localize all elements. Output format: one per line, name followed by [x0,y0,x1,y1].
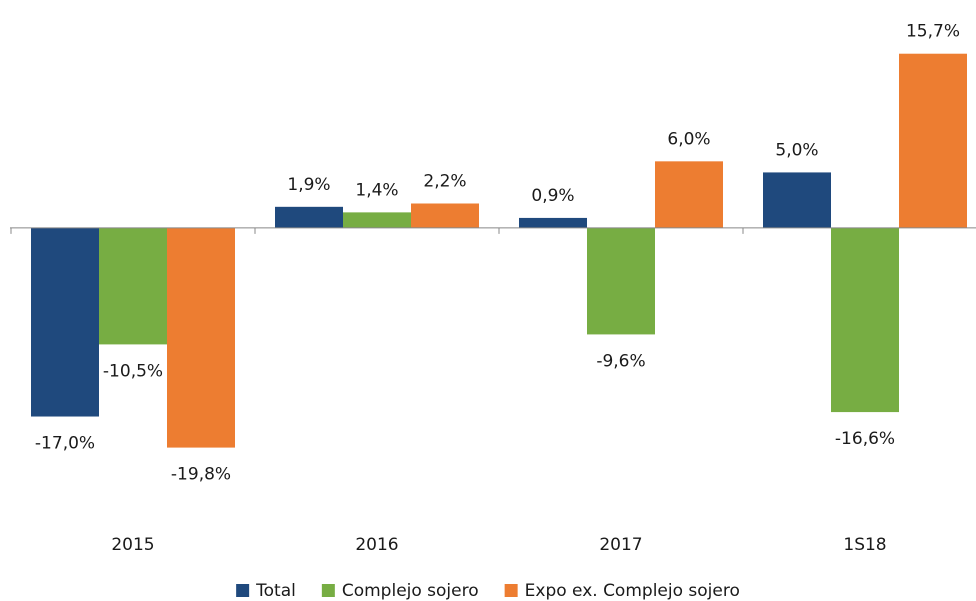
bar [31,227,99,417]
bar [275,206,343,228]
data-label: 5,0% [775,140,818,160]
data-label: 15,7% [906,22,960,42]
legend-swatch [236,584,250,597]
bar [343,212,411,228]
x-tick-label: 2015 [111,535,154,555]
legend-label: Expo ex. Complejo sojero [525,581,740,601]
data-label: -19,8% [171,465,231,485]
data-label: 2,2% [423,171,466,191]
bar [411,203,479,228]
bar [99,227,167,345]
bar [899,53,967,228]
bar [587,227,655,335]
data-label: 1,4% [355,180,398,200]
bar [763,172,831,228]
x-tick-label: 1S18 [843,535,886,555]
data-label: 1,9% [287,175,330,195]
legend-swatch [321,584,335,597]
data-label: -16,6% [835,429,895,449]
x-tick-label: 2016 [355,535,398,555]
data-label: -9,6% [596,351,645,371]
legend-swatch [504,584,518,597]
data-label: 6,0% [667,129,710,149]
bar [167,227,235,448]
legend-label: Total [255,581,296,601]
legend-label: Complejo sojero [342,581,479,601]
data-label: -10,5% [103,361,163,381]
bar [655,161,723,228]
bar [831,227,899,413]
x-tick-label: 2017 [599,535,642,555]
bar [519,217,587,228]
data-label: 0,9% [531,186,574,206]
data-label: -17,0% [35,434,95,454]
